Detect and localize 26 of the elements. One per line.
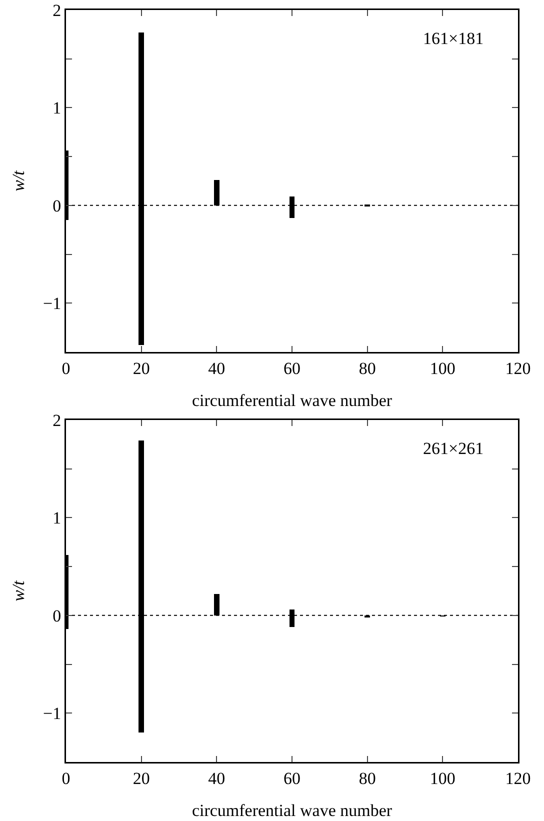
x-tick-label: 80: [358, 768, 376, 788]
x-tick-label: 60: [284, 768, 300, 788]
x-axis-title: circumferential wave number: [192, 801, 392, 820]
y-tick-label: 0: [52, 196, 62, 216]
y-tick-label: 0: [52, 606, 62, 626]
x-tick-label: 60: [284, 358, 300, 378]
y-tick-label: 2: [52, 410, 62, 430]
x-tick-label: 100: [430, 768, 456, 788]
x-tick-label: 100: [430, 358, 456, 378]
x-tick-label: 80: [358, 358, 376, 378]
x-tick-label: 20: [132, 768, 150, 788]
x-tick-label: 120: [505, 358, 531, 378]
y-tick-label: 2: [52, 0, 62, 20]
x-axis-title: circumferential wave number: [192, 391, 392, 410]
annotation: 261×261: [423, 439, 484, 458]
x-tick-label: 40: [208, 358, 226, 378]
annotation: 161×181: [423, 29, 484, 48]
y-tick-label: 1: [52, 508, 62, 528]
y-tick-label: 1: [52, 98, 62, 118]
x-tick-label: 120: [505, 768, 531, 788]
y-tick-label: −1: [43, 294, 62, 314]
y-axis-title: w/t: [8, 579, 28, 602]
y-axis-title: w/t: [8, 169, 28, 192]
x-tick-label: 20: [132, 358, 150, 378]
y-tick-label: −1: [43, 704, 62, 724]
x-tick-label: 40: [208, 768, 226, 788]
